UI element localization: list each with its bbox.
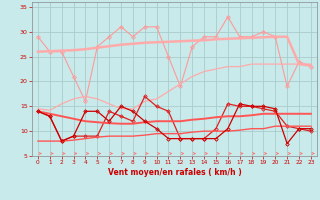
X-axis label: Vent moyen/en rafales ( km/h ): Vent moyen/en rafales ( km/h ) — [108, 168, 241, 177]
